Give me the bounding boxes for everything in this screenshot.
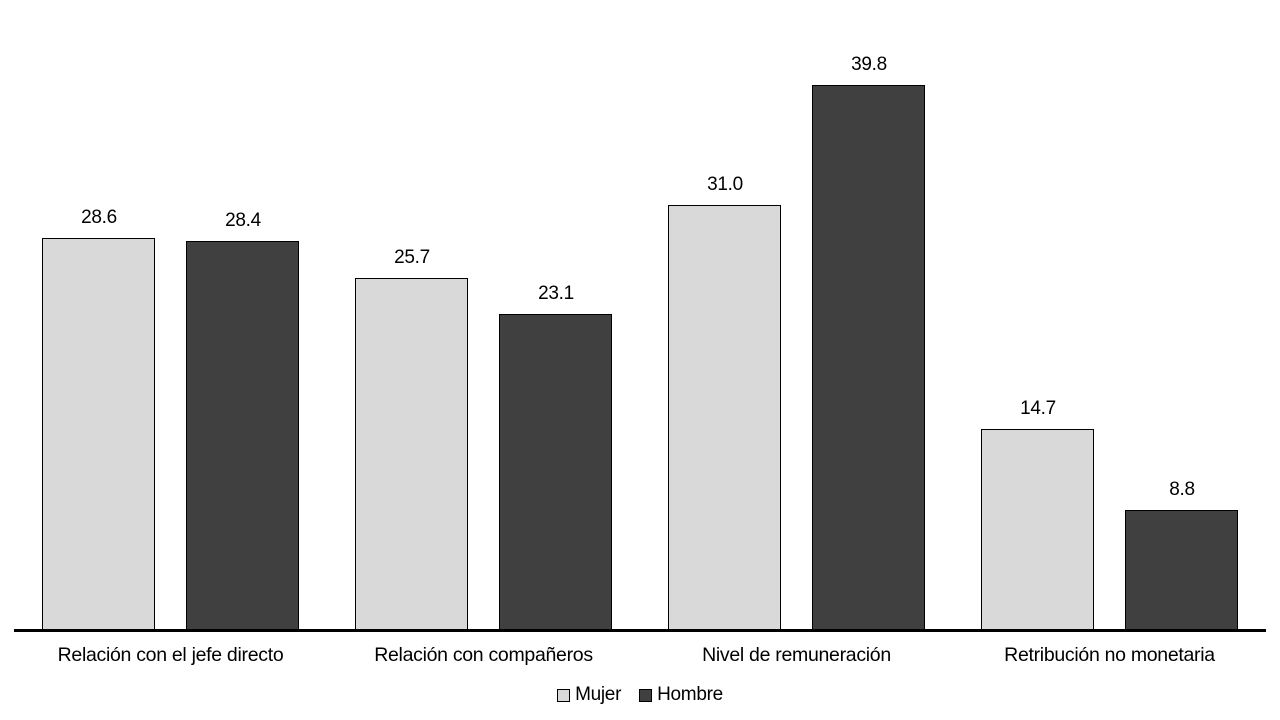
legend: Mujer Hombre — [0, 681, 1280, 709]
legend-label: Mujer — [575, 684, 622, 705]
bar-value-label: 23.1 — [538, 283, 574, 304]
bar-mujer-1 — [355, 278, 468, 631]
bar-value-label: 28.6 — [81, 207, 117, 228]
bar-value-label: 31.0 — [707, 174, 743, 195]
bar-value-label: 14.7 — [1020, 398, 1056, 419]
bar-hombre-3 — [1125, 510, 1238, 631]
bar-value-label: 28.4 — [225, 210, 261, 231]
category-label-1: Relación con compañeros — [374, 644, 593, 666]
bar-mujer-0 — [42, 238, 155, 631]
legend-item-hombre: Hombre — [639, 684, 723, 706]
legend-swatch-hombre — [639, 688, 653, 702]
legend-item-mujer: Mujer — [557, 684, 621, 706]
category-label-3: Retribución no monetaria — [1004, 644, 1215, 666]
bar-value-label: 8.8 — [1169, 479, 1195, 500]
bar-mujer-2 — [668, 205, 781, 631]
bar-value-label: 25.7 — [394, 247, 430, 268]
legend-label: Hombre — [657, 684, 723, 705]
category-label-0: Relación con el jefe directo — [57, 644, 284, 666]
bar-value-label: 39.8 — [851, 54, 887, 75]
category-label-2: Nivel de remuneración — [702, 644, 891, 666]
legend-swatch-mujer — [557, 688, 571, 702]
bar-hombre-1 — [499, 314, 612, 631]
bar-hombre-2 — [812, 85, 925, 631]
bar-hombre-0 — [186, 241, 299, 631]
bar-mujer-3 — [981, 429, 1094, 631]
x-axis-line — [14, 629, 1266, 632]
